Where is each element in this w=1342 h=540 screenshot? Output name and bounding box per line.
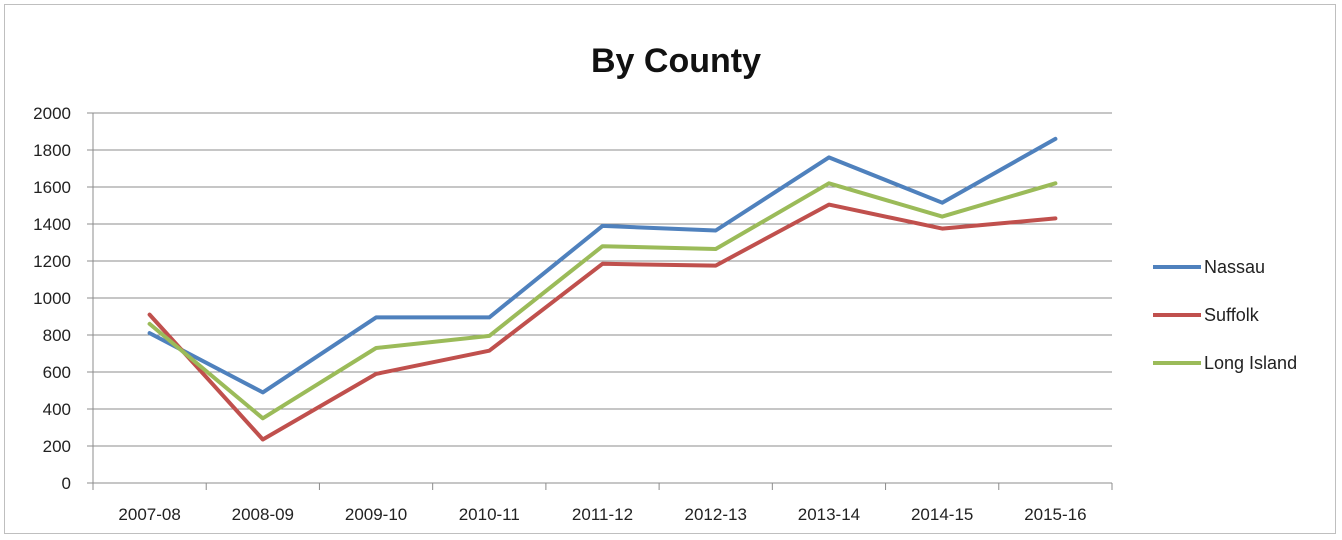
y-tick-label: 1400 <box>33 215 71 234</box>
series-lines <box>147 136 1058 442</box>
x-tick-label: 2013-14 <box>798 505 860 524</box>
y-axis-ticks: 0 200 400 600 800 1000 1200 1400 1600 1800 2000 <box>33 104 93 493</box>
legend-label-long-island: Long Island <box>1204 353 1297 373</box>
y-tick-label: 0 <box>62 474 71 493</box>
series-line-nassau <box>147 136 1058 395</box>
y-tick-label: 600 <box>43 363 71 382</box>
x-tick-label: 2010-11 <box>459 505 520 524</box>
y-tick-label: 1200 <box>33 252 71 271</box>
x-tick-label: 2012-13 <box>685 505 747 524</box>
y-tick-label: 400 <box>43 400 71 419</box>
x-tick-label: 2014-15 <box>911 505 973 524</box>
x-tick-label: 2008-09 <box>232 505 294 524</box>
y-tick-label: 1800 <box>33 141 71 160</box>
y-tick-label: 1600 <box>33 178 71 197</box>
gridlines <box>93 112 1112 447</box>
y-tick-label: 800 <box>43 326 71 345</box>
y-tick-label: 200 <box>43 437 71 456</box>
x-axis-ticks: 2007-08 2008-09 2009-10 2010-11 2011-12 2012-… <box>92 483 1113 524</box>
chart-title: By County <box>591 42 761 80</box>
legend-label-nassau: Nassau <box>1204 257 1265 277</box>
legend: Nassau Suffolk Long Island <box>1153 257 1297 373</box>
x-tick-label: 2015-16 <box>1024 505 1086 524</box>
y-tick-label: 1000 <box>33 289 71 308</box>
x-tick-label: 2007-08 <box>118 505 180 524</box>
series-line-suffolk <box>147 202 1058 442</box>
legend-label-suffolk: Suffolk <box>1204 305 1260 325</box>
x-tick-label: 2009-10 <box>345 505 407 524</box>
series-line-long-island <box>147 181 1058 421</box>
y-tick-label: 2000 <box>33 104 71 123</box>
x-tick-label: 2011-12 <box>572 505 633 524</box>
